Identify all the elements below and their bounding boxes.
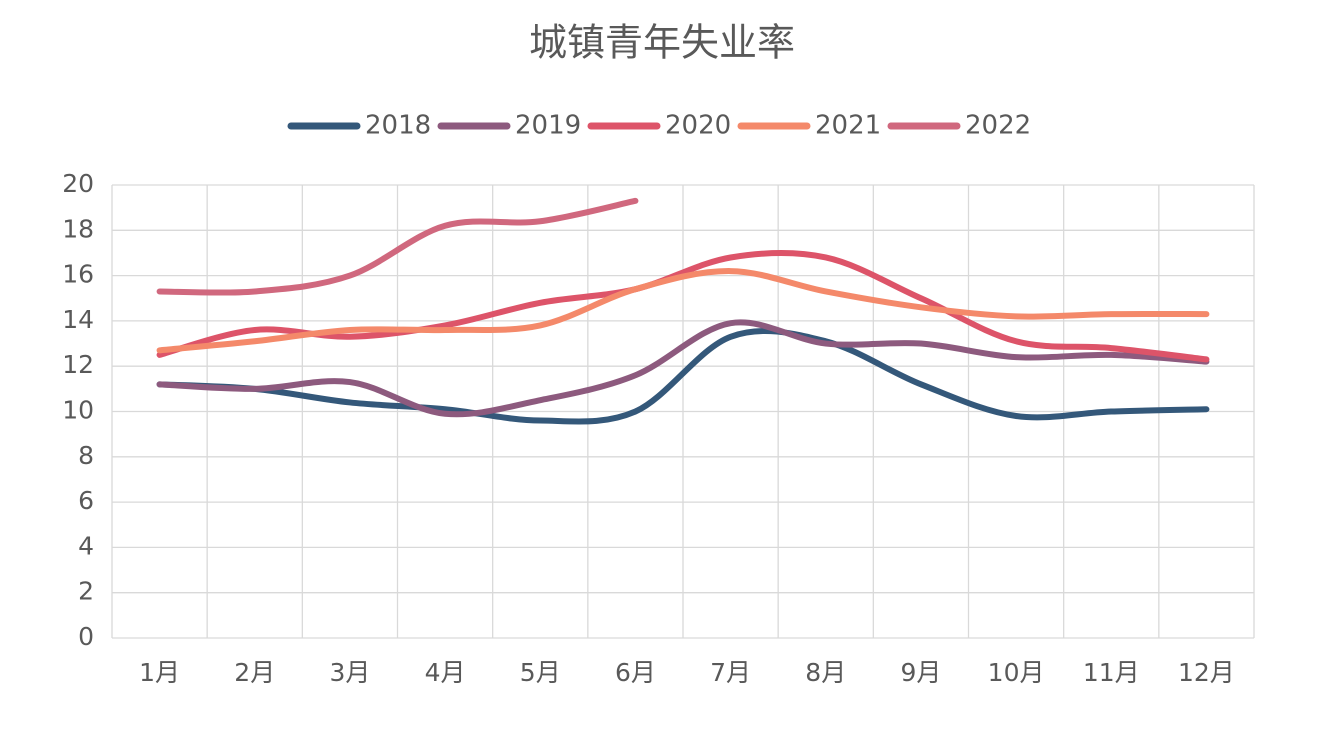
line-series <box>156 249 1210 363</box>
legend-label: 2021 <box>815 111 881 141</box>
x-tick-label: 7月 <box>710 658 751 687</box>
y-tick-label: 0 <box>78 622 94 651</box>
line-series <box>156 197 639 296</box>
line-series <box>156 319 1210 418</box>
line-series <box>156 268 1210 354</box>
x-tick-label: 4月 <box>425 658 466 687</box>
legend-label: 2018 <box>365 111 431 141</box>
y-tick-label: 8 <box>78 441 94 470</box>
y-tick-label: 20 <box>62 169 94 198</box>
legend-label: 2019 <box>515 111 581 141</box>
x-tick-label: 8月 <box>805 658 846 687</box>
y-tick-label: 10 <box>62 396 94 425</box>
y-tick-label: 12 <box>62 350 94 379</box>
legend-label: 2022 <box>965 111 1031 141</box>
x-tick-label: 12月 <box>1178 658 1235 687</box>
x-tick-label: 6月 <box>615 658 656 687</box>
y-tick-label: 2 <box>78 577 94 606</box>
chart-title: 城镇青年失业率 <box>529 21 795 65</box>
x-tick-label: 1月 <box>139 658 180 687</box>
y-tick-label: 16 <box>62 260 94 289</box>
x-tick-label: 5月 <box>520 658 561 687</box>
line-series <box>156 328 1210 425</box>
x-tick-label: 9月 <box>900 658 941 687</box>
x-tick-label: 2月 <box>234 658 275 687</box>
x-tick-label: 11月 <box>1083 658 1140 687</box>
x-tick-label: 10月 <box>988 658 1045 687</box>
y-tick-label: 14 <box>62 305 94 334</box>
y-tick-label: 4 <box>78 531 94 560</box>
x-tick-label: 3月 <box>329 658 370 687</box>
legend-label: 2020 <box>665 111 731 141</box>
y-tick-label: 6 <box>78 486 94 515</box>
y-tick-label: 18 <box>62 214 94 243</box>
